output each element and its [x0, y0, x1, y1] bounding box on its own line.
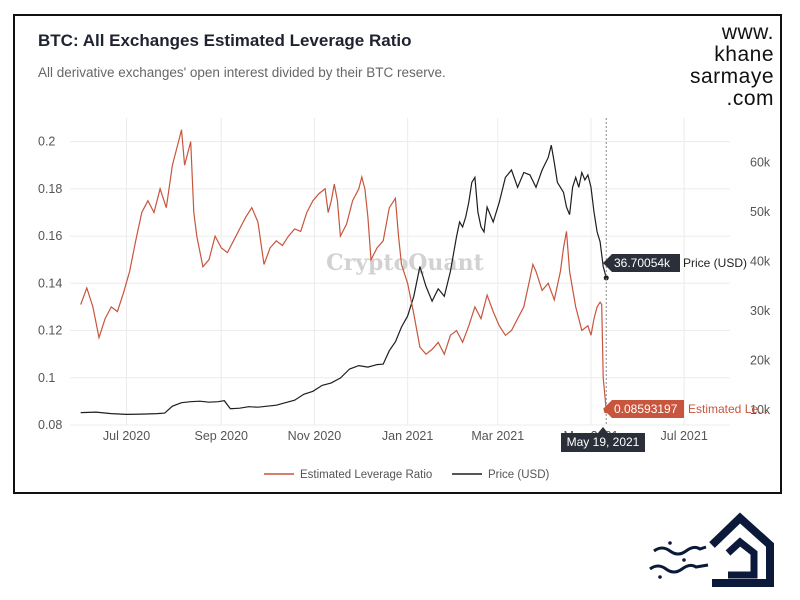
y-left-ticks: 0.08 0.1 0.12 0.14 0.16 0.18 0.2 [38, 135, 62, 432]
chart-title: BTC: All Exchanges Estimated Leverage Ra… [38, 31, 412, 50]
ratio-tooltip: 0.08593197 Estimated Le... [603, 400, 768, 418]
price-end-marker [603, 275, 609, 281]
brand-line: khane [714, 43, 774, 66]
y-left-tick-label: 0.2 [38, 135, 55, 149]
y-left-tick-label: 0.18 [38, 182, 62, 196]
x-tick-label: Jul 2021 [661, 429, 708, 443]
legend-item-ratio[interactable]: Estimated Leverage Ratio [300, 469, 432, 481]
price-tooltip: 36.70054k Price (USD) [603, 254, 747, 272]
khanesarmaye-logo [640, 505, 775, 590]
y-left-tick-label: 0.1 [38, 371, 55, 385]
series-line-leverage-ratio[interactable] [80, 129, 607, 411]
brand-line: www. [721, 21, 774, 44]
x-tick-label: Nov 2020 [288, 429, 342, 443]
x-tick-label: Sep 2020 [194, 429, 248, 443]
series-line-price[interactable] [80, 145, 607, 416]
x-tick-label: Jan 2021 [382, 429, 433, 443]
grid [70, 118, 730, 426]
y-left-tick-label: 0.08 [38, 418, 62, 432]
y-left-tick-label: 0.14 [38, 276, 62, 290]
price-tooltip-value: 36.70054k [614, 256, 671, 270]
date-tooltip: May 19, 2021 [561, 427, 645, 452]
y-right-tick-label: 40k [750, 255, 771, 269]
y-right-tick-label: 10k [750, 403, 771, 417]
y-left-tick-label: 0.16 [38, 229, 62, 243]
y-left-tick-label: 0.12 [38, 324, 62, 338]
y-right-tick-label: 50k [750, 205, 771, 219]
x-tick-label: Jul 2020 [103, 429, 150, 443]
legend: Estimated Leverage Ratio Price (USD) [264, 469, 550, 481]
chart-subtitle: All derivative exchanges' open interest … [38, 65, 446, 80]
x-tick-label: Mar 2021 [471, 429, 524, 443]
brand-line: sarmaye [689, 65, 774, 88]
y-right-tick-label: 60k [750, 156, 771, 170]
y-right-ticks: 10k 20k 30k 40k 50k 60k [750, 156, 771, 418]
brand-watermark: www. khane sarmaye .com [690, 22, 774, 110]
khanesarmaye-house-logo-icon [649, 512, 774, 587]
ratio-tooltip-value: 0.08593197 [614, 402, 678, 416]
y-right-tick-label: 30k [750, 304, 771, 318]
x-ticks: Jul 2020 Sep 2020 Nov 2020 Jan 2021 Mar 2021… [103, 429, 708, 443]
legend-item-price[interactable]: Price (USD) [488, 469, 550, 481]
ratio-tooltip-name: Estimated Le... [688, 402, 768, 416]
date-tooltip-value: May 19, 2021 [567, 435, 640, 449]
y-right-tick-label: 20k [750, 354, 771, 368]
cryptoquant-watermark: CryptoQuant [326, 250, 485, 276]
price-tooltip-name: Price (USD) [683, 256, 747, 270]
brand-line: .com [726, 87, 774, 110]
